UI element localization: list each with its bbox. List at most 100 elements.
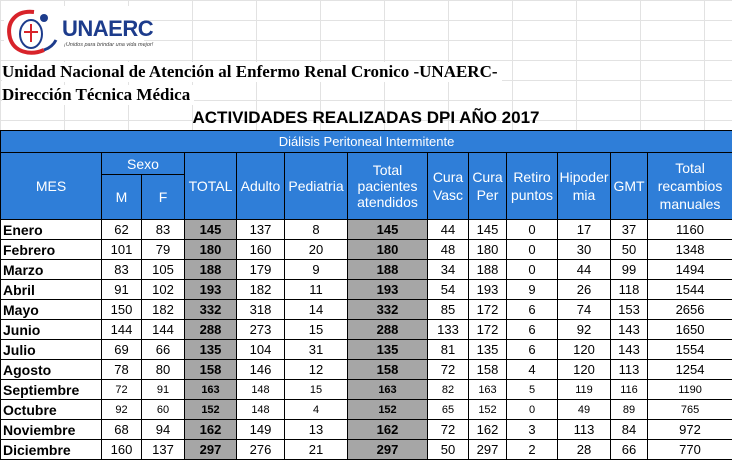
kidney-logo-icon [7, 9, 58, 55]
cell-total: 332 [184, 299, 237, 320]
col-total-pacientes: Total pacientes atendidos [347, 152, 428, 220]
cell-cura-vasc: 50 [427, 439, 469, 460]
cell-total-pacientes: 152 [347, 399, 428, 420]
cell-total-pacientes: 188 [347, 259, 428, 280]
cell-recambios: 1650 [646, 319, 732, 340]
cell-recambios: 1190 [646, 379, 732, 400]
cell-recambios: 1544 [646, 279, 732, 300]
cell-gmt: 84 [610, 419, 648, 440]
cell-cura-vasc: 133 [427, 319, 469, 340]
cell-f: 60 [141, 399, 185, 420]
cell-gmt: 143 [610, 339, 648, 360]
cell-total: 193 [184, 279, 237, 300]
cell-retiro-puntos: 3 [506, 419, 558, 440]
cell-hipodermia: 26 [557, 279, 611, 300]
cell-total: 297 [184, 439, 237, 460]
cell-retiro-puntos: 0 [506, 259, 558, 280]
cell-f: 94 [141, 419, 185, 440]
col-recambios: Total recambios manuales [646, 152, 732, 220]
cell-recambios: 1554 [646, 339, 732, 360]
col-adulto: Adulto [236, 152, 285, 220]
cell-cura-per: 135 [468, 339, 507, 360]
cell-f: 144 [141, 319, 185, 340]
cell-recambios: 1494 [646, 259, 732, 280]
col-gmt: GMT [610, 152, 648, 220]
cell-pediatria: 11 [284, 279, 348, 300]
unaerc-logo: UNAERC ¡Unidos para brindar una vida mej… [4, 6, 154, 60]
cell-hipodermia: 17 [557, 219, 611, 240]
cell-cura-per: 152 [468, 399, 507, 420]
cell-cura-vasc: 44 [427, 219, 469, 240]
cell-m: 62 [101, 219, 142, 240]
cell-pediatria: 12 [284, 359, 348, 380]
cell-adulto: 137 [236, 219, 285, 240]
cell-adulto: 273 [236, 319, 285, 340]
cell-cura-per: 163 [468, 379, 507, 400]
cell-adulto: 179 [236, 259, 285, 280]
cell-hipodermia: 30 [557, 239, 611, 260]
cell-total-pacientes: 288 [347, 319, 428, 340]
cell-month: Agosto [0, 359, 102, 380]
cell-month: Junio [0, 319, 102, 340]
cell-recambios: 972 [646, 419, 732, 440]
cell-total: 152 [184, 399, 237, 420]
cell-m: 92 [101, 399, 142, 420]
cell-month: Mayo [0, 299, 102, 320]
cell-m: 78 [101, 359, 142, 380]
cell-m: 160 [101, 439, 142, 460]
cell-m: 101 [101, 239, 142, 260]
cell-pediatria: 8 [284, 219, 348, 240]
cell-pediatria: 4 [284, 399, 348, 420]
cell-total-pacientes: 332 [347, 299, 428, 320]
col-pediatria: Pediatria [284, 152, 348, 220]
cell-adulto: 160 [236, 239, 285, 260]
cell-cura-per: 172 [468, 299, 507, 320]
cell-cura-vasc: 65 [427, 399, 469, 420]
cell-gmt: 89 [610, 399, 648, 420]
cell-retiro-puntos: 0 [506, 239, 558, 260]
cell-total: 145 [184, 219, 237, 240]
cell-cura-per: 193 [468, 279, 507, 300]
table-row: Mayo 150 182 332 318 14 332 85 172 6 74 153 2656 [0, 299, 732, 320]
cell-month: Abril [0, 279, 102, 300]
table-row: Marzo 83 105 188 179 9 188 34 188 0 44 99 1494 [0, 259, 732, 280]
cell-cura-vasc: 81 [427, 339, 469, 360]
col-hipodermia: Hipoder mia [557, 152, 611, 220]
cell-m: 91 [101, 279, 142, 300]
activities-table: Diálisis Peritoneal Intermitente MES Sex… [0, 130, 732, 460]
cell-m: 150 [101, 299, 142, 320]
cell-month: Marzo [0, 259, 102, 280]
cell-f: 80 [141, 359, 185, 380]
cell-pediatria: 13 [284, 419, 348, 440]
cell-cura-vasc: 72 [427, 359, 469, 380]
cell-month: Octubre [0, 399, 102, 420]
cell-adulto: 318 [236, 299, 285, 320]
table-row: Agosto 78 80 158 146 12 158 72 158 4 120 113 1254 [0, 359, 732, 380]
cell-f: 79 [141, 239, 185, 260]
cell-cura-vasc: 72 [427, 419, 469, 440]
cell-f: 102 [141, 279, 185, 300]
cell-total-pacientes: 180 [347, 239, 428, 260]
cell-total: 158 [184, 359, 237, 380]
col-retiro-puntos: Retiro puntos [506, 152, 558, 220]
cell-hipodermia: 120 [557, 359, 611, 380]
col-cura-vasc: Cura Vasc [427, 152, 469, 220]
cell-pediatria: 9 [284, 259, 348, 280]
cell-cura-per: 172 [468, 319, 507, 340]
col-mes: MES [0, 152, 102, 220]
col-sexo: Sexo [101, 152, 185, 175]
cell-total: 163 [184, 379, 237, 400]
cell-adulto: 182 [236, 279, 285, 300]
cell-cura-per: 162 [468, 419, 507, 440]
cell-adulto: 148 [236, 399, 285, 420]
cell-total: 135 [184, 339, 237, 360]
cell-retiro-puntos: 0 [506, 219, 558, 240]
cell-month: Noviembre [0, 419, 102, 440]
cell-gmt: 37 [610, 219, 648, 240]
cell-m: 144 [101, 319, 142, 340]
cell-hipodermia: 28 [557, 439, 611, 460]
cell-retiro-puntos: 2 [506, 439, 558, 460]
cell-pediatria: 15 [284, 319, 348, 340]
cell-month: Febrero [0, 239, 102, 260]
institution-title: Unidad Nacional de Atención al Enfermo R… [2, 62, 502, 82]
